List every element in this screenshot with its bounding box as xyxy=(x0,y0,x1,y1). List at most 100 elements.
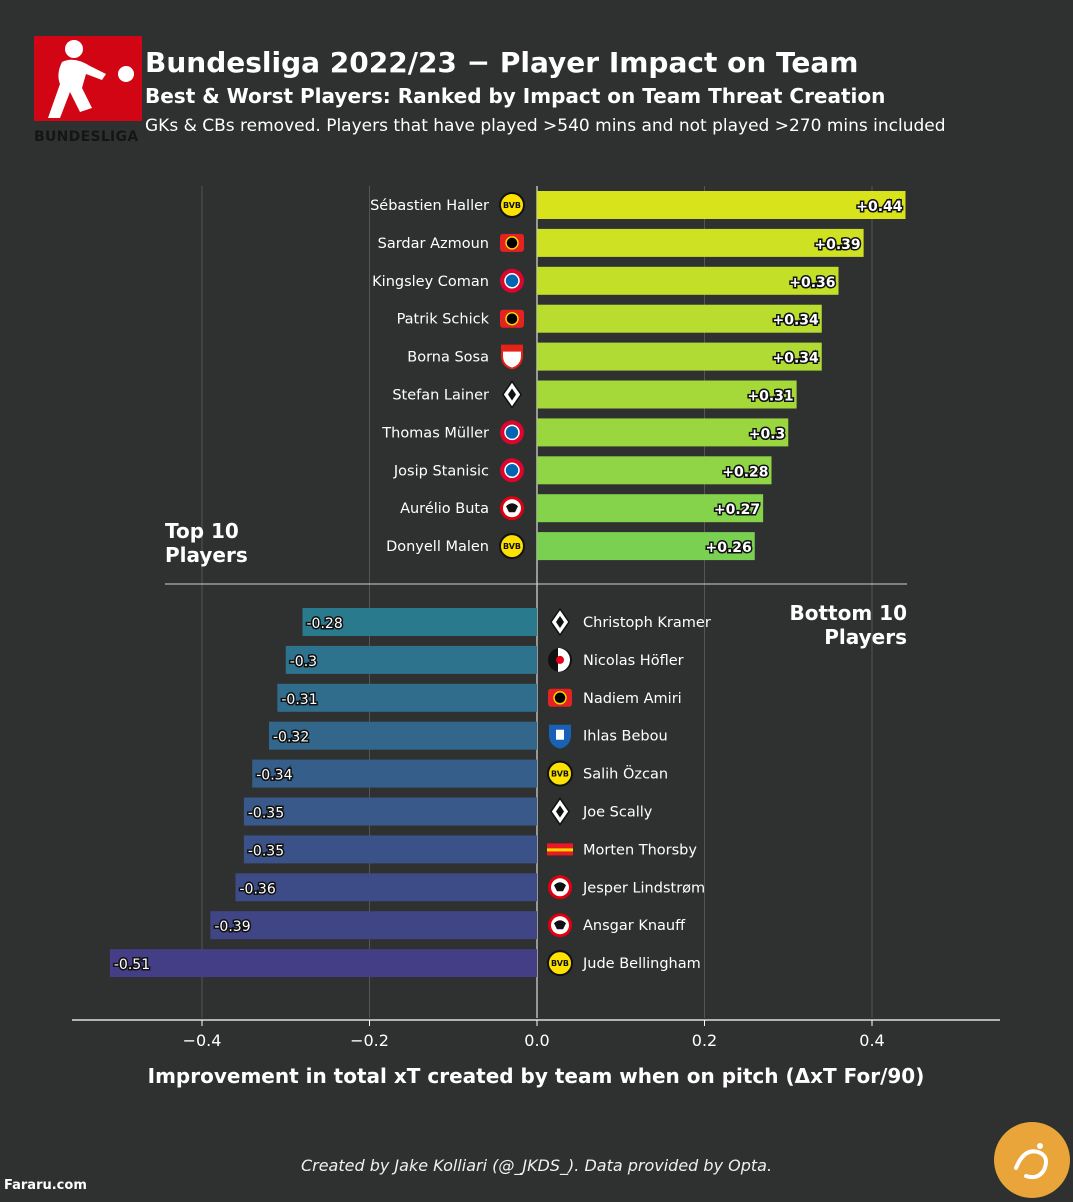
group-label-bottom: Bottom 10 xyxy=(790,601,907,625)
leverkusen-crest-icon xyxy=(548,688,572,707)
bar-value-label: +0.31 xyxy=(747,389,793,405)
fararu-logo xyxy=(994,1122,1070,1198)
player-name-label: Stefan Lainer xyxy=(392,388,489,404)
bayern-crest-icon xyxy=(500,268,524,293)
player-name-label: Joe Scally xyxy=(582,805,653,821)
bundesliga-logo-text: BUNDESLIGA xyxy=(34,129,139,145)
group-label-bottom: Players xyxy=(824,625,907,649)
bar-value-label: +0.3 xyxy=(749,426,786,442)
bar-negative xyxy=(302,608,537,636)
bar-value-label: -0.28 xyxy=(307,616,343,632)
x-tick-label: 0.4 xyxy=(859,1031,884,1050)
leverkusen-crest-icon xyxy=(500,233,524,252)
freiburg-crest-icon xyxy=(548,647,572,672)
bar-positive xyxy=(537,228,864,257)
gladbach-crest-icon xyxy=(550,797,570,826)
bar-value-label: -0.35 xyxy=(248,806,284,822)
hoffenheim-crest-icon xyxy=(549,724,571,749)
player-name-label: Kingsley Coman xyxy=(372,274,489,290)
bar-value-label: -0.34 xyxy=(256,768,292,784)
x-tick-label: −0.4 xyxy=(183,1031,222,1050)
bar-positive xyxy=(537,418,789,447)
bar-value-label: -0.51 xyxy=(114,957,150,973)
bayern-crest-icon xyxy=(500,420,524,445)
bundesliga-logo: BUNDESLIGA xyxy=(34,36,142,145)
bar-value-label: -0.35 xyxy=(248,843,284,859)
player-name-label: Patrik Schick xyxy=(397,312,490,328)
bar-value-label: -0.31 xyxy=(281,692,317,708)
bar-negative xyxy=(285,645,537,674)
gladbach-crest-icon xyxy=(550,607,570,637)
svg-text:BVB: BVB xyxy=(551,959,569,968)
player-name-label: Thomas Müller xyxy=(381,425,489,441)
bar-value-label: +0.39 xyxy=(814,237,860,253)
leverkusen-crest-icon xyxy=(500,309,524,328)
bar-positive xyxy=(537,342,822,371)
bar-positive xyxy=(537,380,797,409)
frankfurt-crest-icon xyxy=(548,913,572,938)
bundesliga-logo-mark xyxy=(34,36,142,121)
chart-subtitle: Best & Worst Players: Ranked by Impact o… xyxy=(145,84,886,108)
bar-negative xyxy=(269,721,537,750)
bar-negative xyxy=(235,873,537,902)
x-tick-label: 0.0 xyxy=(524,1031,549,1050)
player-name-label: Aurélio Buta xyxy=(400,501,489,517)
svg-text:BVB: BVB xyxy=(551,770,569,779)
stuttgart-crest-icon xyxy=(501,344,523,370)
x-axis-label: Improvement in total xT created by team … xyxy=(148,1064,925,1088)
player-name-label: Jude Bellingham xyxy=(582,956,701,972)
bar-negative xyxy=(243,797,537,826)
chart-note: GKs & CBs removed. Players that have pla… xyxy=(145,116,946,136)
bar-value-label: +0.28 xyxy=(722,464,768,480)
player-name-label: Ihlas Bebou xyxy=(583,729,668,745)
bar-positive xyxy=(537,266,839,295)
gladbach-crest-icon xyxy=(502,380,522,409)
player-name-label: Morten Thorsby xyxy=(583,842,697,858)
bar-positive xyxy=(537,456,772,485)
bar-negative xyxy=(252,759,537,788)
bar-value-label: +0.27 xyxy=(714,502,760,518)
group-label-top: Players xyxy=(165,543,248,567)
player-name-label: Christoph Kramer xyxy=(583,615,711,631)
bar-chart: −0.4 −0.2 0.0 0.2 0.4 Improvement in total xT… xyxy=(72,186,1000,1088)
dortmund-crest-icon: BVB xyxy=(547,760,573,787)
bar-value-label: +0.26 xyxy=(705,540,751,556)
bar-value-label: -0.36 xyxy=(240,881,276,897)
player-name-label: Nadiem Amiri xyxy=(583,691,682,707)
bar-value-label: -0.3 xyxy=(290,654,317,670)
bar-positive xyxy=(537,532,755,561)
bar-negative xyxy=(243,835,537,864)
dortmund-crest-icon: BVB xyxy=(547,950,573,977)
bar-negative xyxy=(109,949,537,978)
frankfurt-crest-icon xyxy=(548,875,572,900)
group-label-top: Top 10 xyxy=(165,519,239,543)
player-name-label: Ansgar Knauff xyxy=(583,918,686,934)
player-name-label: Sardar Azmoun xyxy=(378,236,489,252)
player-name-label: Jesper Lindstrøm xyxy=(582,880,705,896)
player-name-label: Sébastien Haller xyxy=(370,198,489,214)
svg-text:BVB: BVB xyxy=(503,201,521,210)
bayern-crest-icon xyxy=(500,458,524,483)
bar-positive xyxy=(537,304,822,333)
bar-positive xyxy=(537,494,764,523)
credit-text: Created by Jake Kolliari (@_JKDS_). Data… xyxy=(300,1156,773,1175)
player-name-label: Donyell Malen xyxy=(386,539,489,555)
frankfurt-crest-icon xyxy=(500,496,524,521)
dortmund-crest-icon: BVB xyxy=(499,192,525,218)
player-name-label: Josip Stanisic xyxy=(393,463,489,479)
union-berlin-crest-icon xyxy=(547,843,573,856)
bar-value-label: +0.44 xyxy=(856,199,903,215)
watermark-text: Fararu.com xyxy=(4,1178,87,1193)
bar-value-label: -0.32 xyxy=(273,730,309,746)
bar-negative xyxy=(277,683,537,712)
x-tick-label: −0.2 xyxy=(350,1031,389,1050)
player-name-label: Salih Özcan xyxy=(583,765,668,783)
bar-value-label: +0.36 xyxy=(789,275,835,291)
player-name-label: Nicolas Höfler xyxy=(583,653,684,669)
svg-text:BVB: BVB xyxy=(503,542,521,551)
bar-value-label: -0.39 xyxy=(214,919,250,935)
bar-positive xyxy=(537,191,906,219)
x-tick-label: 0.2 xyxy=(692,1031,717,1050)
dortmund-crest-icon: BVB xyxy=(499,533,525,560)
player-name-label: Borna Sosa xyxy=(407,350,489,366)
